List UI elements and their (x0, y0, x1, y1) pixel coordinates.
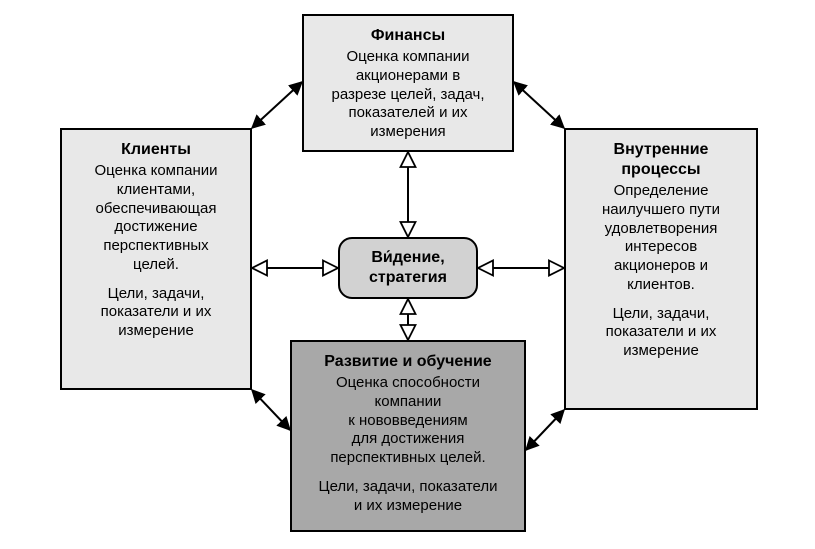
box-processes-title: Внутренние процессы (578, 140, 744, 180)
box-clients-body: Оценка компании клиентами, обеспечивающа… (74, 162, 238, 275)
box-clients-extra: Цели, задачи, показатели и их измерение (74, 285, 238, 341)
box-clients: Клиенты Оценка компании клиентами, обесп… (60, 128, 252, 390)
box-learning-title: Развитие и обучение (304, 352, 512, 372)
box-learning-extra: Цели, задачи, показатели и их измерение (304, 478, 512, 516)
box-finance: Финансы Оценка компании акционерами в ра… (302, 14, 514, 152)
box-processes-extra: Цели, задачи, показатели и их измерение (578, 305, 744, 361)
diagram-stage: { "layout": { "width": 815, "height": 54… (0, 0, 815, 549)
box-processes-body: Определение наилучшего пути удовлетворен… (578, 182, 744, 295)
box-finance-title: Финансы (316, 26, 500, 46)
box-learning: Развитие и обучение Оценка способности к… (290, 340, 526, 532)
box-learning-body: Оценка способности компании к нововведен… (304, 374, 512, 468)
box-internal-processes: Внутренние процессы Определение наилучше… (564, 128, 758, 410)
center-text: Ви́дение, стратегия (369, 248, 447, 288)
box-finance-body: Оценка компании акционерами в разрезе це… (316, 48, 500, 142)
box-vision-strategy: Ви́дение, стратегия (338, 237, 478, 299)
box-clients-title: Клиенты (74, 140, 238, 160)
